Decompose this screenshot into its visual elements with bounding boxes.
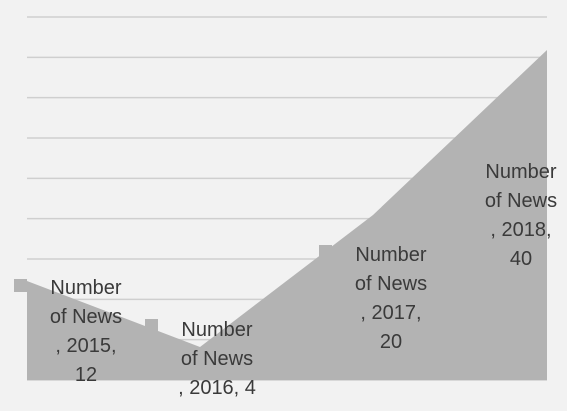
data-label-line: Number (181, 319, 252, 341)
label-marker (14, 279, 27, 292)
data-label-line: Number (485, 161, 556, 183)
data-label-line: Number (355, 244, 426, 266)
data-label-line: 20 (380, 331, 402, 353)
area-number-of-news (27, 50, 547, 380)
data-label-line: , 2017, (360, 302, 421, 324)
data-label-line: of News (181, 348, 253, 370)
label-marker (145, 319, 158, 332)
data-label: Number of News , 2015, 12 (14, 277, 122, 386)
area-series (27, 50, 547, 380)
data-label-line: , 2016, 4 (178, 377, 256, 399)
data-label: Number of News , 2016, 4 (145, 319, 256, 399)
data-labels: Number of News , 2015, 12 Number of News , 201… (14, 161, 557, 399)
data-label-line: of News (355, 273, 427, 295)
data-label-line: 40 (510, 248, 532, 270)
label-marker (319, 245, 332, 258)
data-label-line: 12 (75, 364, 97, 386)
data-label-line: of News (50, 306, 122, 328)
data-label-line: , 2015, (55, 335, 116, 357)
data-label-line: of News (485, 190, 557, 212)
data-label: Number of News , 2017, 20 (319, 244, 427, 353)
data-label: Number of News , 2018, 40 (485, 161, 557, 270)
data-label-line: Number (50, 277, 121, 299)
data-label-line: , 2018, (490, 219, 551, 241)
